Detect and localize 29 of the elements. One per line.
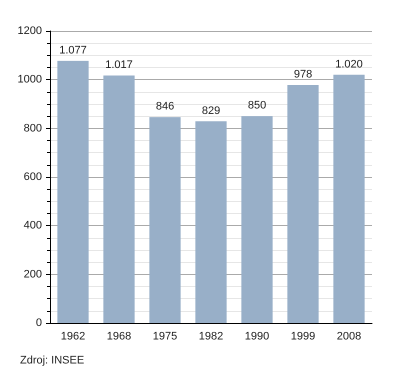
data-label: 846	[156, 100, 174, 113]
data-label: 1.020	[335, 58, 363, 70]
y-tick-label: 200	[24, 268, 42, 280]
x-tick-label: 2008	[336, 330, 362, 342]
data-label: 978	[294, 68, 312, 81]
data-label: 850	[248, 100, 266, 112]
bar	[195, 121, 227, 323]
y-tick-label: 1000	[18, 74, 42, 86]
x-tick-label: 1999	[290, 330, 316, 342]
x-tick-label: 1962	[60, 330, 86, 342]
data-label: 1.077	[59, 44, 87, 56]
bar	[333, 74, 365, 323]
data-label: 1.017	[105, 59, 133, 72]
bar	[241, 116, 273, 323]
x-tick-label: 1982	[198, 330, 224, 342]
bar	[57, 60, 89, 323]
x-tick-label: 1968	[106, 330, 132, 342]
x-tick-label: 1990	[244, 330, 270, 342]
y-tick-label: 0	[36, 317, 42, 329]
bar	[149, 117, 181, 323]
data-label: 829	[202, 104, 220, 117]
bar	[287, 85, 319, 323]
y-tick-label: 600	[24, 171, 42, 183]
y-tick-label: 400	[24, 220, 42, 232]
x-tick-label: 1975	[152, 330, 178, 342]
y-tick-label: 800	[24, 122, 42, 134]
text: Zdroj: INSEE	[20, 354, 84, 366]
y-tick-label: 1200	[18, 25, 42, 37]
bar	[103, 76, 135, 323]
